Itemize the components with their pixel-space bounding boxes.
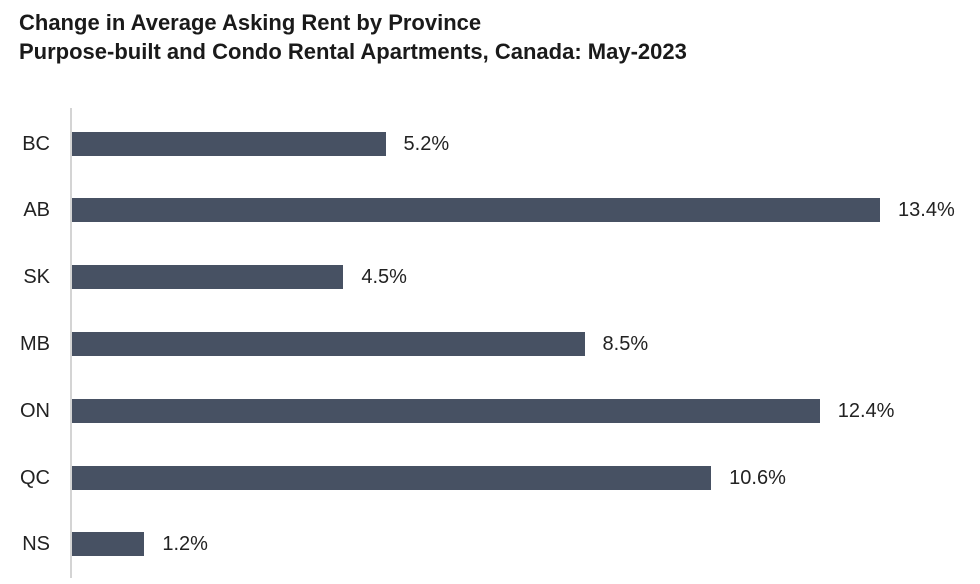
bar <box>72 198 881 222</box>
category-label: ON <box>20 400 50 422</box>
bar <box>72 265 344 289</box>
category-label: BC <box>22 133 50 155</box>
bar-row: QC 10.6% <box>0 466 980 490</box>
chart-title: Change in Average Asking Rent by Provinc… <box>19 8 687 66</box>
bar-row: AB 13.4% <box>0 198 980 222</box>
category-label: SK <box>23 266 50 288</box>
bar <box>72 132 386 156</box>
category-label: NS <box>22 533 50 555</box>
category-label: AB <box>23 199 50 221</box>
value-label: 4.5% <box>361 266 407 288</box>
category-label: QC <box>20 467 50 489</box>
bar-row: MB 8.5% <box>0 332 980 356</box>
value-label: 12.4% <box>837 400 895 422</box>
bar <box>72 332 585 356</box>
bar <box>72 466 712 490</box>
bar-row: BC 5.2% <box>0 132 980 156</box>
value-label: 1.2% <box>162 533 208 555</box>
bar-row: SK 4.5% <box>0 265 980 289</box>
y-axis-line <box>70 108 72 578</box>
bar <box>72 532 145 556</box>
category-label: MB <box>20 333 50 355</box>
value-label: 10.6% <box>729 467 786 489</box>
value-label: 8.5% <box>602 333 649 355</box>
bar <box>72 399 820 423</box>
bar-row: NS 1.2% <box>0 532 980 556</box>
value-label: 5.2% <box>403 133 450 155</box>
value-label: 13.4% <box>898 199 955 221</box>
bar-row: ON 12.4% <box>0 399 980 423</box>
chart-title-line2: Purpose-built and Condo Rental Apartment… <box>19 39 687 64</box>
chart-title-line1: Change in Average Asking Rent by Provinc… <box>19 10 482 35</box>
